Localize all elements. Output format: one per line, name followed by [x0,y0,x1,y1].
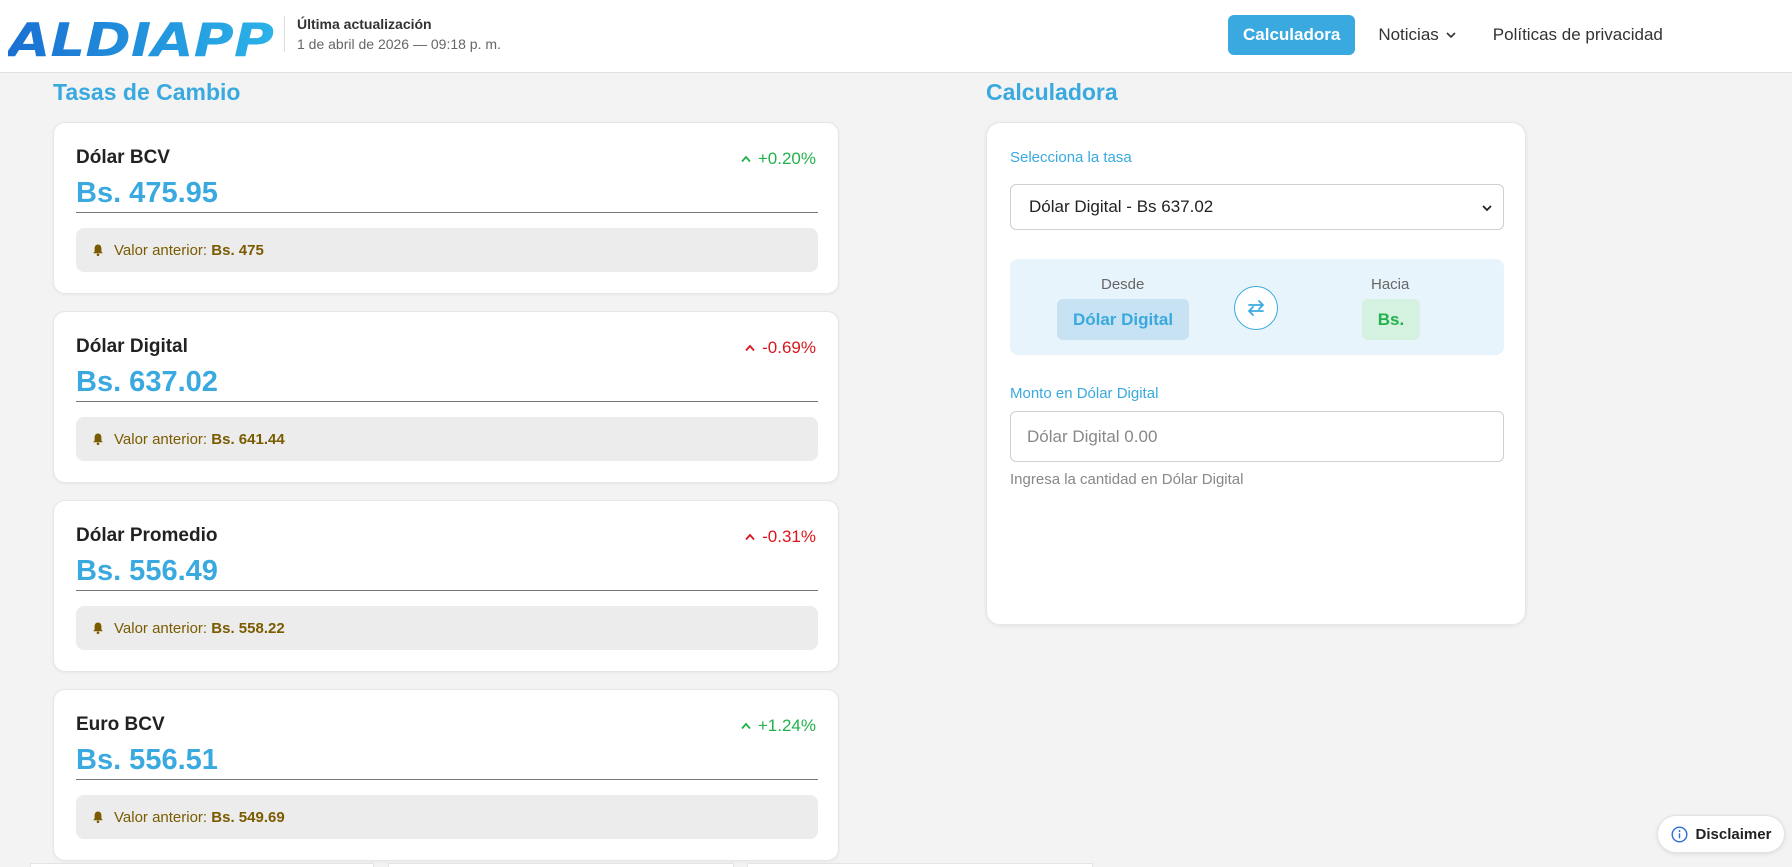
last-update-title: Última actualización [297,16,432,32]
chevron-down-icon [1482,205,1492,212]
calculator-panel: Selecciona la tasa Dólar Digital - Bs 63… [986,122,1526,625]
rate-value: Bs. 637.02 [76,366,818,402]
rate-previous: Valor anterior: Bs. 475 [76,228,818,272]
card-edge [388,863,734,867]
amount-help-text: Ingresa la cantidad en Dólar Digital [1010,471,1244,488]
rate-change: -0.69% [744,338,816,358]
nav-calculadora-button[interactable]: Calculadora [1228,15,1356,55]
rate-previous-value: Bs. 549.69 [211,808,285,826]
to-label: Hacia [1371,276,1410,293]
bell-icon [93,433,103,446]
rate-card-0: Dólar BCV +0.20% Bs. 475.95 Valor anteri… [53,122,839,294]
rate-previous: Valor anterior: Bs. 549.69 [76,795,818,839]
rate-previous: Valor anterior: Bs. 558.22 [76,606,818,650]
rate-card-1: Dólar Digital -0.69% Bs. 637.02 Valor an… [53,311,839,483]
caret-up-icon [741,155,751,163]
rate-previous-label: Valor anterior: [114,808,208,826]
rate-previous-value: Bs. 475 [211,241,264,259]
rates-section-title: Tasas de Cambio [53,79,241,105]
rate-change: -0.31% [744,527,816,547]
bell-icon [93,811,103,824]
card-edge [747,863,1093,867]
rate-card-2: Dólar Promedio -0.31% Bs. 556.49 Valor a… [53,500,839,672]
rate-change-value: +0.20% [757,149,816,168]
info-icon [1671,825,1688,843]
from-label: Desde [1101,276,1145,293]
rate-change-value: +1.24% [757,716,816,735]
rate-value: Bs. 556.51 [76,744,818,780]
rate-previous-label: Valor anterior: [114,619,208,637]
disclaimer-label: Disclaimer [1695,825,1772,843]
rate-value: Bs. 475.95 [76,177,818,213]
svg-text:ALDIAPP: ALDIAPP [8,18,274,60]
to-currency-chip: Bs. [1362,299,1420,340]
from-currency-chip: Dólar Digital [1057,299,1189,340]
calculator-section-title: Calculadora [986,79,1118,105]
rate-name: Euro BCV [76,714,165,735]
bell-icon [93,622,103,635]
rate-name: Dólar Promedio [76,525,218,546]
rate-previous-label: Valor anterior: [114,430,208,448]
rate-name: Dólar Digital [76,336,188,357]
rate-previous-label: Valor anterior: [114,241,208,259]
nav-noticias-label: Noticias [1378,25,1439,44]
rate-previous-value: Bs. 558.22 [211,619,285,637]
conversion-direction: Desde Dólar Digital Hacia Bs. [1010,259,1504,355]
amount-placeholder: Dólar Digital 0.00 [1027,426,1158,446]
rate-previous: Valor anterior: Bs. 641.44 [76,417,818,461]
disclaimer-button[interactable]: Disclaimer [1657,815,1785,853]
swap-arrows-icon [1248,300,1264,316]
amount-input[interactable]: Dólar Digital 0.00 [1010,411,1504,462]
rate-change-value: -0.69% [762,338,816,357]
rate-select[interactable]: Dólar Digital - Bs 637.02 [1010,184,1504,230]
rate-previous-value: Bs. 641.44 [211,430,285,448]
rate-card-3: Euro BCV +1.24% Bs. 556.51 Valor anterio… [53,689,839,861]
bell-icon [93,244,103,257]
rate-value: Bs. 556.49 [76,555,818,591]
nav-noticias-dropdown[interactable]: Noticias [1378,15,1456,55]
rate-name: Dólar BCV [76,147,170,168]
last-update: Última actualización 1 de abril de 2026 … [284,16,501,52]
aldiapp-logo[interactable]: ALDIAPP [8,18,278,60]
nav-politicas-link[interactable]: Políticas de privacidad [1492,25,1663,44]
swap-button[interactable] [1234,286,1278,330]
caret-up-icon [745,344,755,352]
amount-label: Monto en Dólar Digital [1010,385,1159,402]
last-update-date: 1 de abril de 2026 — 09:18 p. m. [297,36,501,52]
rate-change: +1.24% [740,716,816,736]
caret-up-icon [745,533,755,541]
rate-change: +0.20% [740,149,816,169]
main-nav: Calculadora Noticias Políticas de privac… [1228,15,1663,55]
rate-change-value: -0.31% [762,527,816,546]
chevron-down-icon [1446,32,1456,39]
top-header: ALDIAPP Última actualización 1 de abril … [0,0,1792,73]
rate-select-value: Dólar Digital - Bs 637.02 [1029,197,1214,216]
caret-up-icon [741,722,751,730]
card-edge [30,863,374,867]
select-rate-label: Selecciona la tasa [1010,149,1132,166]
